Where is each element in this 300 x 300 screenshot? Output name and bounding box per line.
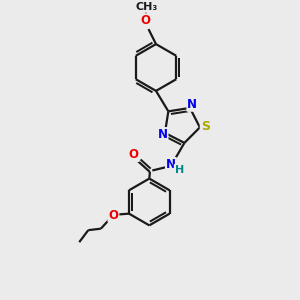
Text: O: O: [129, 148, 139, 161]
Text: N: N: [187, 98, 197, 111]
Text: CH₃: CH₃: [136, 2, 158, 12]
Text: S: S: [201, 120, 210, 133]
Text: N: N: [158, 128, 167, 141]
Text: N: N: [166, 158, 176, 171]
Text: H: H: [175, 165, 184, 175]
Text: O: O: [108, 209, 118, 222]
Text: O: O: [140, 14, 150, 27]
